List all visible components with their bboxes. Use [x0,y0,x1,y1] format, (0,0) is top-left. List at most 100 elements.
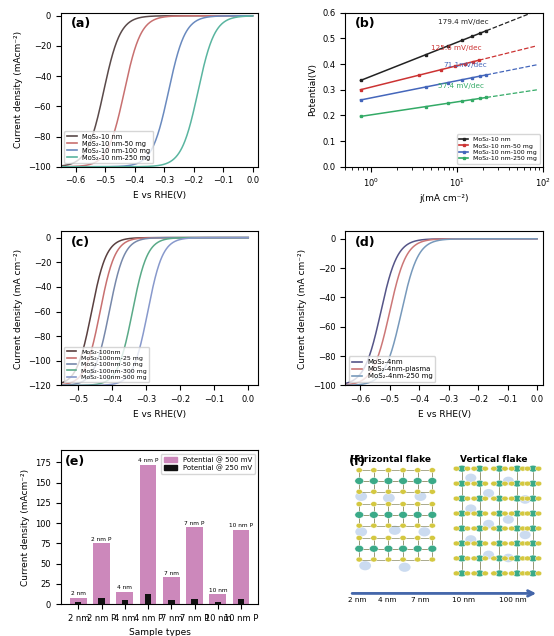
Circle shape [520,541,526,546]
Bar [93,543,110,604]
Circle shape [414,536,421,541]
Text: (e): (e) [65,455,85,468]
X-axis label: j(mA cm⁻²): j(mA cm⁻²) [419,195,469,204]
Circle shape [356,557,362,562]
Circle shape [520,496,526,501]
Circle shape [524,526,531,531]
Circle shape [503,515,514,524]
Circle shape [400,489,406,494]
Circle shape [371,557,377,562]
Text: Horizontal flake: Horizontal flake [350,455,432,464]
Circle shape [495,466,504,472]
Circle shape [524,496,531,501]
X-axis label: E vs RHE(V): E vs RHE(V) [418,410,471,418]
Circle shape [491,511,497,516]
Circle shape [371,523,377,528]
Circle shape [482,541,489,546]
Text: 4 nm: 4 nm [378,597,396,603]
Bar [215,602,221,604]
Circle shape [385,536,392,541]
Circle shape [535,481,542,486]
Legend: MoS₂-10 nm, MoS₂-10 nm-50 mg, MoS₂-10 nm-100 mg, MoS₂-10 nm-250 mg: MoS₂-10 nm, MoS₂-10 nm-50 mg, MoS₂-10 nm… [64,131,153,163]
Circle shape [491,541,497,546]
Circle shape [464,496,471,501]
Circle shape [495,540,504,547]
Circle shape [502,526,508,531]
Circle shape [495,480,504,487]
Circle shape [483,551,494,559]
Circle shape [414,557,421,562]
Circle shape [535,556,542,561]
Bar [163,577,179,604]
Circle shape [371,536,377,541]
Text: (c): (c) [71,236,90,249]
Circle shape [520,526,526,531]
Circle shape [529,555,537,562]
Circle shape [399,511,407,518]
Circle shape [502,571,508,576]
Circle shape [495,510,504,517]
Circle shape [458,480,466,487]
Circle shape [458,555,466,562]
Circle shape [475,510,484,517]
Circle shape [529,540,537,547]
Text: 10 nm P: 10 nm P [229,523,253,528]
Circle shape [513,510,521,517]
Circle shape [535,511,542,516]
Text: (d): (d) [355,236,376,249]
Circle shape [529,570,537,577]
Text: 2 nm: 2 nm [71,591,86,596]
Circle shape [495,555,504,562]
Circle shape [491,556,497,561]
Circle shape [464,466,471,471]
Circle shape [356,467,362,473]
Circle shape [520,481,526,486]
Circle shape [359,561,371,570]
Circle shape [400,557,406,562]
Circle shape [458,570,466,577]
Circle shape [471,571,478,576]
Circle shape [414,492,427,501]
Circle shape [458,525,466,532]
Circle shape [458,466,466,472]
Circle shape [502,556,508,561]
Circle shape [429,489,435,494]
Circle shape [529,495,537,502]
Circle shape [475,480,484,487]
Text: (a): (a) [71,17,91,31]
Circle shape [513,495,521,502]
Circle shape [471,496,478,501]
Circle shape [524,556,531,561]
Circle shape [385,467,392,473]
Circle shape [471,526,478,531]
Text: 10 nm: 10 nm [208,588,227,593]
Circle shape [458,495,466,502]
Text: 7 nm: 7 nm [411,597,430,603]
Circle shape [520,571,526,576]
Circle shape [491,496,497,501]
Bar [192,598,198,604]
Text: 100 nm: 100 nm [500,597,527,603]
Circle shape [458,510,466,517]
Circle shape [464,481,471,486]
Circle shape [509,496,515,501]
Circle shape [414,502,421,506]
Circle shape [355,511,363,518]
Circle shape [453,481,460,486]
Circle shape [400,502,406,506]
Circle shape [482,466,489,471]
Bar [233,530,249,604]
Circle shape [464,526,471,531]
Circle shape [385,523,392,528]
Circle shape [453,526,460,531]
Circle shape [399,563,411,572]
Circle shape [356,502,362,506]
Circle shape [413,545,422,552]
Circle shape [414,489,421,494]
Legend: MoS₂-100nm, MoS₂-100nm-25 mg, MoS₂-100nm-50 mg, MoS₂-100nm-300 mg, MoS₂-100nm-50: MoS₂-100nm, MoS₂-100nm-25 mg, MoS₂-100nm… [64,347,149,382]
Circle shape [385,489,392,494]
Circle shape [418,527,430,536]
Text: 2 nm: 2 nm [348,597,366,603]
Circle shape [509,511,515,516]
Circle shape [513,525,521,532]
